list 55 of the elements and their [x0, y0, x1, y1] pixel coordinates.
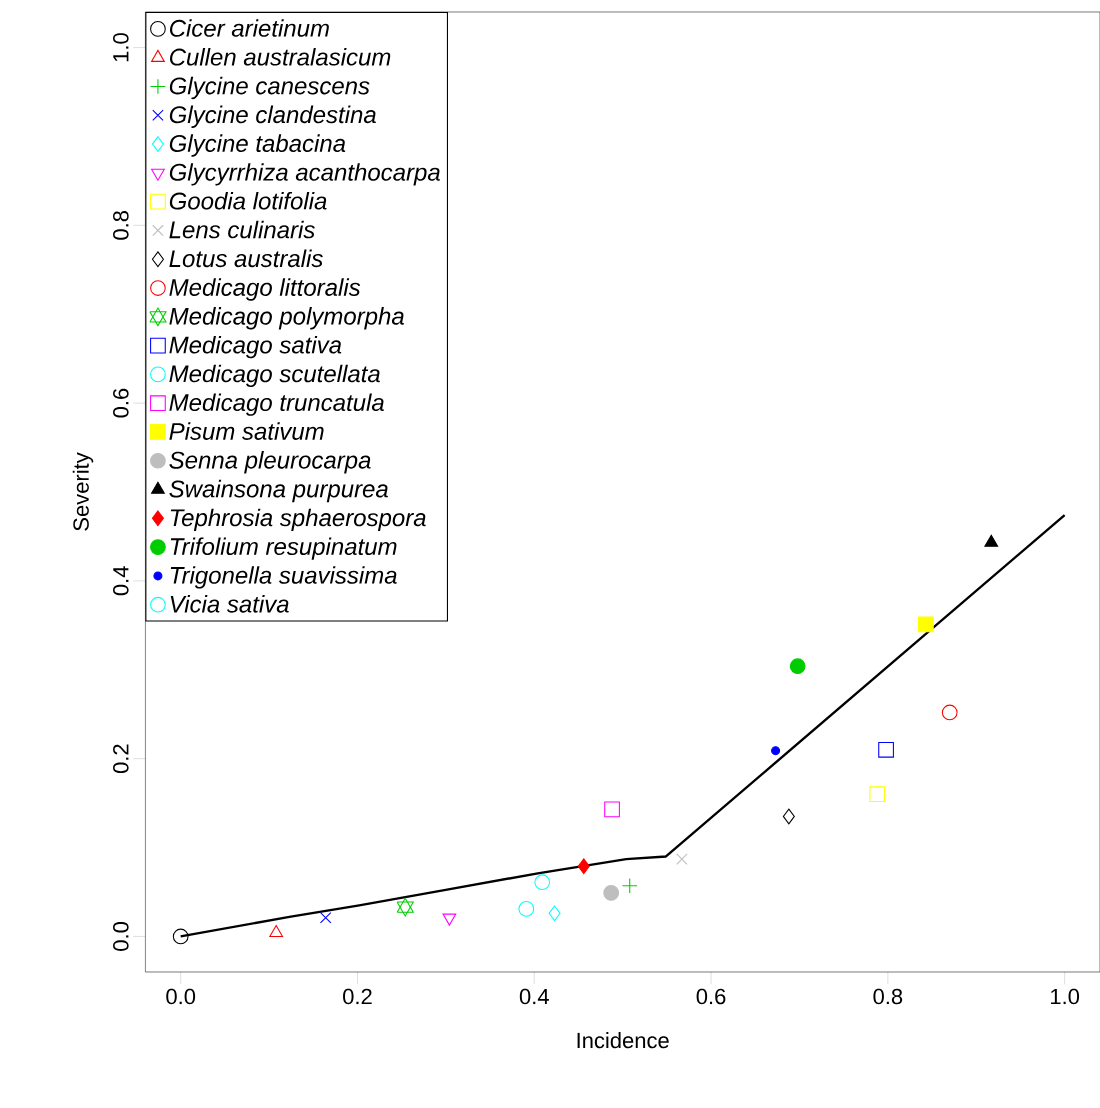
- y-tick-label: 0.4: [113, 566, 129, 596]
- point: [604, 801, 620, 818]
- legend-label: Medicago polymorpha: [169, 307, 404, 330]
- point: [319, 912, 332, 924]
- point: [771, 746, 781, 756]
- legend-label: Pisum sativum: [169, 422, 324, 440]
- legend-label: Cullen australasicum: [169, 47, 391, 66]
- point: [941, 704, 958, 721]
- legend-label: Trigonella suavissima: [170, 566, 397, 589]
- y-tick-label: 0.8: [113, 211, 129, 240]
- point: [878, 741, 894, 758]
- y-tick-label: 1.0: [113, 33, 129, 62]
- point: [621, 877, 638, 894]
- y-tick-label: 0.6: [113, 388, 129, 418]
- point: [269, 925, 284, 938]
- legend-label: Lotus australis: [169, 249, 323, 268]
- legend-label: Senna pleurocarpa: [169, 451, 371, 474]
- point: [782, 808, 795, 825]
- point: [676, 853, 688, 865]
- point: [518, 901, 535, 917]
- legend-label: Medicago littoralis: [169, 278, 361, 301]
- point: [917, 616, 934, 633]
- legend-label: Medicago sativa: [169, 335, 342, 359]
- legend-label: Trifolium resupinatum: [170, 537, 397, 560]
- legend-label: Goodia lotifolia: [169, 191, 327, 210]
- legend-label: Glycine canescens: [169, 76, 370, 100]
- x-tick-label: 0.8: [873, 988, 903, 1005]
- y-tick-label: 0.0: [113, 922, 129, 951]
- legend-label: Swainsona purpurea: [169, 479, 388, 503]
- x-tick-label: 0.6: [696, 988, 726, 1005]
- point: [534, 874, 551, 891]
- point: [789, 658, 806, 675]
- legend-label: Medicago truncatula: [169, 393, 384, 416]
- x-tick-label: 0.4: [519, 988, 549, 1005]
- point: [603, 885, 620, 901]
- legend-label: Glycyrrhiza acanthocarpa: [169, 163, 440, 186]
- x-tick-label: 0.0: [166, 988, 196, 1005]
- point: [577, 858, 590, 875]
- legend-label: Glycine clandestina: [169, 105, 376, 128]
- legend-label: Lens culinaris: [169, 220, 315, 239]
- y-tick-label: 0.2: [113, 744, 129, 774]
- x-axis-title: Incidence: [577, 1032, 669, 1049]
- point: [869, 786, 886, 803]
- legend-label: Tephrosia sphaerospora: [170, 508, 426, 532]
- y-axis-title: Severity: [72, 452, 94, 531]
- legend-label: Glycine tabacina: [169, 134, 346, 157]
- legend-label: Cicer arietinum: [169, 19, 329, 37]
- point: [396, 897, 414, 917]
- legend-label: Medicago scutellata: [169, 364, 380, 388]
- legend-label: Vicia sativa: [170, 595, 289, 613]
- x-tick-label: 1.0: [1051, 988, 1080, 1005]
- point: [442, 913, 457, 926]
- point: [548, 905, 561, 922]
- x-tick-label: 0.2: [343, 988, 372, 1005]
- point: [172, 928, 189, 945]
